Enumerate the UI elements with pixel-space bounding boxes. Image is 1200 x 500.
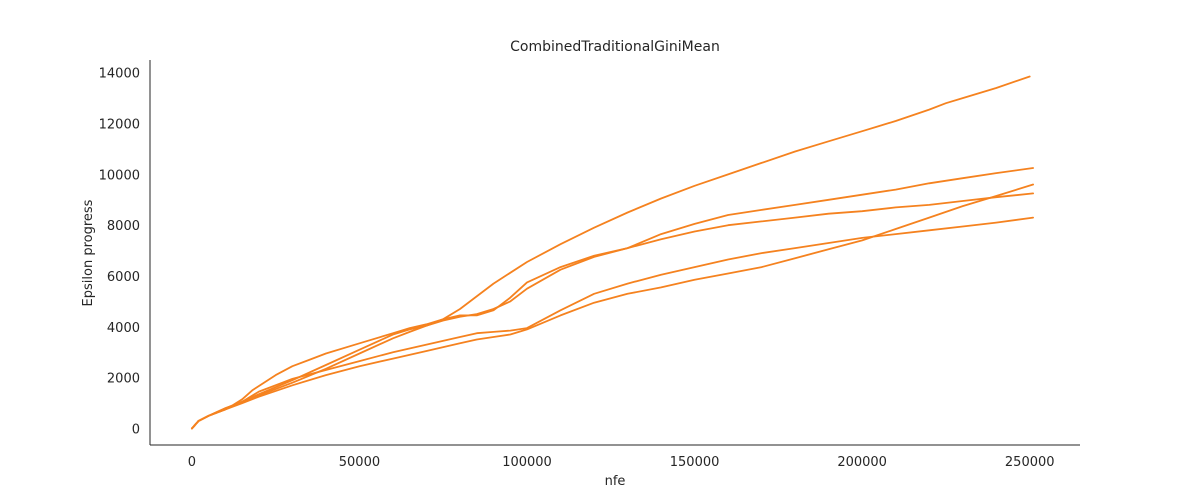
y-tick-label: 0 <box>132 422 140 437</box>
y-tick-labels: 0 2000 4000 6000 8000 10000 12000 14000 <box>99 67 140 438</box>
series-line-5 <box>190 216 1034 430</box>
series-line-1 <box>190 75 1031 430</box>
y-tick-label: 4000 <box>107 321 140 336</box>
y-axis-label: Epsilon progress <box>81 199 96 306</box>
y-tick-label: 2000 <box>107 372 140 387</box>
y-tick-label: 6000 <box>107 270 140 285</box>
series-lines <box>190 75 1034 430</box>
x-tick-label: 100000 <box>502 455 552 470</box>
y-tick-label: 10000 <box>99 168 140 183</box>
x-tick-label: 50000 <box>339 455 380 470</box>
x-tick-label: 200000 <box>837 455 887 470</box>
x-tick-labels: 0 50000 100000 150000 200000 250000 <box>188 455 1055 470</box>
y-tick-label: 8000 <box>107 219 140 234</box>
series-line-2 <box>190 192 1034 430</box>
y-tick-label: 14000 <box>99 67 140 82</box>
x-tick-label: 150000 <box>670 455 720 470</box>
x-tick-label: 250000 <box>1005 455 1055 470</box>
x-tick-label: 0 <box>188 455 196 470</box>
x-axis-label: nfe <box>605 474 626 489</box>
series-line-3 <box>190 167 1034 430</box>
y-tick-label: 12000 <box>99 118 140 133</box>
chart-title: CombinedTraditionalGiniMean <box>510 39 720 55</box>
series-line-4 <box>190 183 1034 430</box>
